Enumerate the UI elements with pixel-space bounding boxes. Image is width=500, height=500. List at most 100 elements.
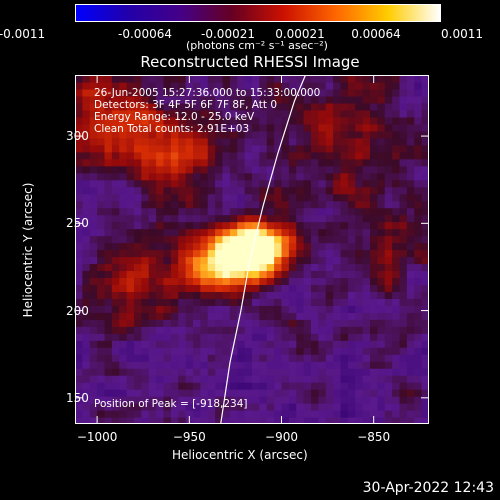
heatmap-cell xyxy=(89,347,98,355)
heatmap-cell xyxy=(185,312,194,320)
heatmap-cell xyxy=(119,403,128,411)
heatmap-cell xyxy=(75,382,83,390)
heatmap-cell xyxy=(311,270,319,279)
heatmap-cell xyxy=(97,403,106,411)
heatmap-cell xyxy=(170,403,179,411)
heatmap-cell xyxy=(355,368,364,376)
heatmap-cell xyxy=(178,172,187,181)
heatmap-cell xyxy=(89,95,98,104)
heatmap-cell xyxy=(222,333,231,341)
heatmap-cell xyxy=(406,193,415,202)
heatmap-cell xyxy=(406,396,415,404)
heatmap-cell xyxy=(303,102,312,111)
heatmap-cell xyxy=(421,410,429,418)
heatmap-cell xyxy=(362,277,371,285)
heatmap-cell xyxy=(252,137,260,146)
heatmap-cell xyxy=(75,340,83,348)
heatmap-cell xyxy=(148,277,157,285)
heatmap-cell xyxy=(222,151,231,160)
heatmap-cell xyxy=(296,102,305,111)
heatmap-cell xyxy=(193,319,201,327)
heatmap-cell xyxy=(377,221,386,230)
heatmap-cell xyxy=(134,123,142,132)
heatmap-cell xyxy=(325,298,334,306)
heatmap-cell xyxy=(370,116,378,125)
heatmap-cell xyxy=(163,263,172,272)
heatmap-cell xyxy=(229,361,238,369)
heatmap-cell xyxy=(82,186,91,195)
heatmap-cell xyxy=(200,396,209,404)
heatmap-cell xyxy=(347,123,356,132)
heatmap-cell xyxy=(281,221,290,230)
heatmap-cell xyxy=(325,361,334,369)
heatmap-cell xyxy=(303,172,312,181)
heatmap-cell xyxy=(362,375,371,383)
heatmap-cell xyxy=(163,389,172,397)
heatmap-cell xyxy=(111,123,120,132)
heatmap-cell xyxy=(104,361,113,369)
heatmap-cell xyxy=(75,151,83,160)
heatmap-cell xyxy=(384,221,393,230)
heatmap-cell xyxy=(384,249,393,258)
heatmap-cell xyxy=(266,165,275,174)
heatmap-cell xyxy=(244,312,253,320)
heatmap-cell xyxy=(104,298,113,306)
heatmap-cell xyxy=(200,270,209,279)
heatmap-cell xyxy=(97,116,106,125)
heatmap-cell xyxy=(134,389,142,397)
heatmap-cell xyxy=(266,186,275,195)
heatmap-cell xyxy=(134,403,142,411)
heatmap-cell xyxy=(347,144,356,153)
heatmap-cell xyxy=(185,165,194,174)
heatmap-cell xyxy=(134,340,142,348)
heatmap-cell xyxy=(185,326,194,334)
heatmap-cell xyxy=(392,305,401,313)
heatmap-cell xyxy=(252,165,260,174)
heatmap-cell xyxy=(266,116,275,125)
heatmap-cell xyxy=(141,200,150,209)
heatmap-cell xyxy=(75,284,83,292)
heatmap-cell xyxy=(325,368,334,376)
heatmap-cell xyxy=(355,165,364,174)
heatmap-cell xyxy=(156,277,165,285)
heatmap-cell xyxy=(421,158,429,167)
heatmap-cell xyxy=(288,228,297,237)
heatmap-cell xyxy=(274,249,283,258)
heatmap-cell xyxy=(311,291,319,299)
annotation-detectors: Detectors: 3F 4F 5F 6F 7F 8F, Att 0 xyxy=(94,99,278,111)
heatmap-cell xyxy=(156,193,165,202)
heatmap-cell xyxy=(185,284,194,292)
heatmap-cell xyxy=(193,165,201,174)
heatmap-cell xyxy=(178,242,187,251)
heatmap-cell xyxy=(229,193,238,202)
heatmap-cell xyxy=(244,249,253,258)
heatmap-cell xyxy=(141,221,150,230)
heatmap-cell xyxy=(148,326,157,334)
heatmap-cell xyxy=(266,403,275,411)
heatmap-cell xyxy=(82,368,91,376)
heatmap-cell xyxy=(82,102,91,111)
heatmap-cell xyxy=(237,347,246,355)
heatmap-cell xyxy=(185,256,194,265)
heatmap-cell xyxy=(421,305,429,313)
heatmap-cell xyxy=(340,151,349,160)
heatmap-cell xyxy=(119,95,128,104)
heatmap-cell xyxy=(215,130,224,139)
heatmap-cell xyxy=(399,151,408,160)
heatmap-cell xyxy=(97,361,106,369)
heatmap-cell xyxy=(170,305,179,313)
heatmap-cell xyxy=(89,375,98,383)
heatmap-cell xyxy=(200,88,209,97)
colorbar-tick: -0.00021 xyxy=(201,27,255,41)
heatmap-cell xyxy=(237,130,246,139)
heatmap-cell xyxy=(340,256,349,265)
colorbar xyxy=(75,4,441,22)
y-tick-label: 300 xyxy=(66,129,89,143)
heatmap-cell xyxy=(193,284,201,292)
heatmap-cell xyxy=(296,298,305,306)
heatmap-cell xyxy=(156,207,165,216)
heatmap-cell xyxy=(178,228,187,237)
heatmap-cell xyxy=(237,354,246,362)
heatmap-cell xyxy=(141,333,150,341)
heatmap-cell xyxy=(311,214,319,223)
